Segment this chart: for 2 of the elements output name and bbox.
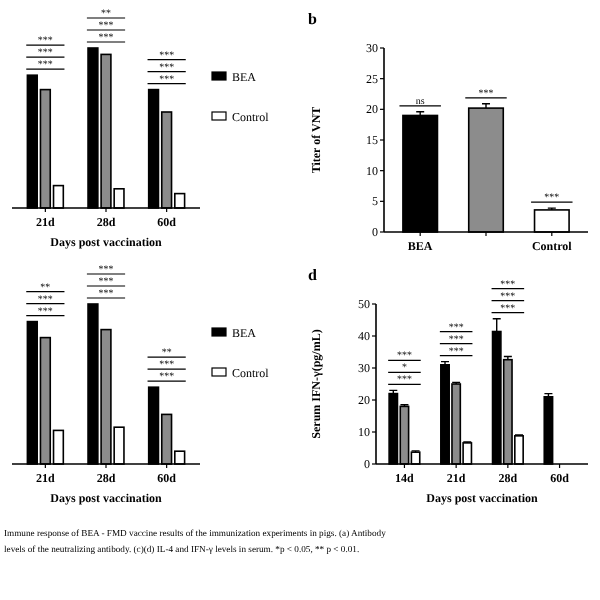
chart-title: d	[308, 266, 318, 284]
chart-title: b	[308, 10, 318, 28]
